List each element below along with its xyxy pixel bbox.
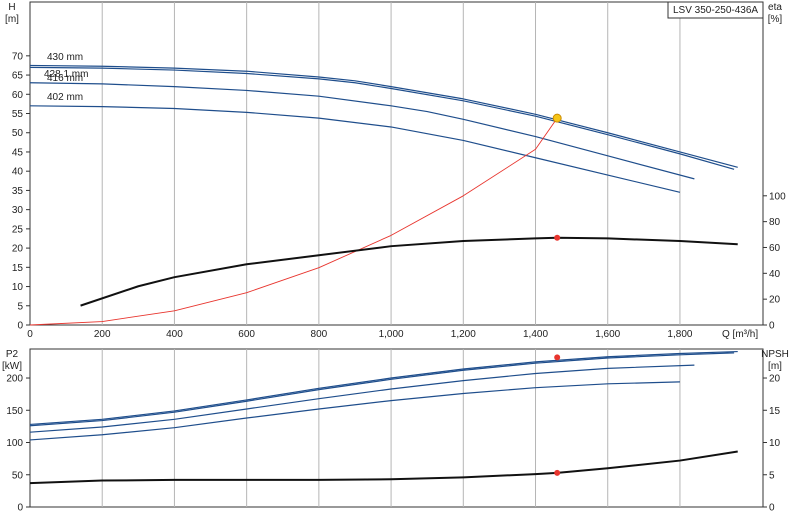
series-line [29,105,681,193]
y-left-tick-label: 40 [12,167,24,178]
y-right-tick-label: 20 [769,374,781,385]
y-left-tick-label: 10 [12,282,24,293]
plot-frame [29,348,764,508]
y-right-axis-unit: [%] [768,14,783,25]
x-tick-label: 0 [27,329,33,340]
y-left-tick-label: 50 [12,470,24,481]
y-right-tick-label: 80 [769,217,781,228]
series-line [29,82,695,180]
y-left-tick-label: 50 [12,128,24,139]
series-line [29,64,738,168]
x-tick-label: 1,200 [451,329,476,340]
y-right-tick-label: 10 [769,438,781,449]
series-line [29,381,680,441]
y-right-tick-label: 100 [769,191,786,202]
curve-label: 416 mm [47,73,83,84]
y-left-tick-label: 45 [12,147,24,158]
y-left-axis-unit: [kW] [2,361,22,372]
y-left-axis-title: P2 [6,349,19,360]
eta-duty-marker [554,234,561,241]
y-left-axis-unit: [m] [5,14,19,25]
series-line [29,117,558,326]
y-left-tick-label: 30 [12,205,24,216]
y-left-tick-label: 60 [12,90,24,101]
y-left-tick-label: 55 [12,109,24,120]
x-tick-label: 1,600 [595,329,620,340]
y-right-axis-title: NPSH [761,349,789,360]
series-line [29,364,695,433]
series-line [80,236,738,307]
y-left-tick-label: 0 [17,321,23,332]
series-line [29,352,735,427]
series-line [29,450,738,485]
y-left-axis-title: H [8,2,15,13]
series-line [29,66,735,170]
y-left-tick-label: 150 [6,406,23,417]
x-tick-label: 600 [238,329,255,340]
y-right-tick-label: 15 [769,406,781,417]
y-left-tick-label: 65 [12,71,24,82]
y-left-tick-label: 0 [17,503,23,514]
duty-point-marker [552,113,562,123]
x-tick-label: 400 [166,329,183,340]
y-right-tick-label: 40 [769,269,781,280]
y-left-tick-label: 35 [12,186,24,197]
x-tick-label: 800 [311,329,328,340]
npsh-duty-marker [554,469,561,476]
curve-label: 430 mm [47,52,83,63]
x-tick-label: 1,000 [379,329,404,340]
plot-frame [29,1,764,326]
curve-label: 428.1 mm [44,69,88,80]
y-right-tick-label: 20 [769,295,781,306]
x-axis-title: Q [m³/h] [722,329,758,340]
x-tick-label: 1,400 [523,329,548,340]
y-left-tick-label: 70 [12,51,24,62]
series-line [29,350,738,426]
y-right-tick-label: 0 [769,503,775,514]
p2-duty-marker [554,354,561,361]
y-left-tick-label: 100 [6,438,23,449]
y-right-axis-unit: [m] [768,361,782,372]
curve-label: 402 mm [47,92,83,103]
y-right-tick-label: 5 [769,470,775,481]
y-left-tick-label: 5 [17,301,23,312]
y-right-tick-label: 60 [769,243,781,254]
x-tick-label: 200 [94,329,111,340]
y-left-tick-label: 15 [12,263,24,274]
y-left-tick-label: 20 [12,244,24,255]
title-box [667,1,764,19]
chart-title: LSV 350-250-436A [673,5,758,16]
y-right-axis-title: eta [768,2,782,13]
x-tick-label: 1,800 [667,329,692,340]
y-left-tick-label: 25 [12,224,24,235]
y-left-tick-label: 200 [6,374,23,385]
y-right-tick-label: 0 [769,321,775,332]
